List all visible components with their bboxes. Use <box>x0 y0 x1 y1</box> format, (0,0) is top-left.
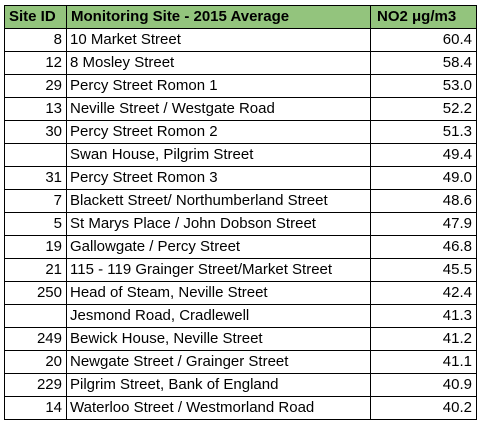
cell-no2-value[interactable]: 49.0 <box>370 166 477 190</box>
cell-site-id[interactable]: 8 <box>4 28 67 52</box>
cell-monitoring-site[interactable]: Percy Street Romon 2 <box>66 120 371 144</box>
column-header-site-id[interactable]: Site ID <box>4 5 67 29</box>
cell-no2-value[interactable]: 41.1 <box>370 350 477 374</box>
cell-monitoring-site[interactable]: Percy Street Romon 3 <box>66 166 371 190</box>
table-row: 7 Blackett Street/ Northumberland Street 4… <box>4 189 477 213</box>
cell-monitoring-site[interactable]: Swan House, Pilgrim Street <box>66 143 371 167</box>
cell-monitoring-site[interactable]: Pilgrim Street, Bank of England <box>66 373 371 397</box>
table-body: 8 10 Market Street 60.4 12 8 Mosley Street 58… <box>4 28 477 420</box>
cell-monitoring-site[interactable]: St Marys Place / John Dobson Street <box>66 212 371 236</box>
cell-no2-value[interactable]: 58.4 <box>370 51 477 75</box>
cell-no2-value[interactable]: 47.9 <box>370 212 477 236</box>
cell-no2-value[interactable]: 45.5 <box>370 258 477 282</box>
cell-site-id[interactable]: 20 <box>4 350 67 374</box>
cell-no2-value[interactable]: 40.2 <box>370 396 477 420</box>
cell-monitoring-site[interactable]: Bewick House, Neville Street <box>66 327 371 351</box>
cell-site-id[interactable]: 12 <box>4 51 67 75</box>
cell-site-id[interactable]: 14 <box>4 396 67 420</box>
table-row: 229 Pilgrim Street, Bank of England 40.9 <box>4 373 477 397</box>
cell-monitoring-site[interactable]: Head of Steam, Neville Street <box>66 281 371 305</box>
table-row: 21 115 - 119 Grainger Street/Market Stree… <box>4 258 477 282</box>
cell-monitoring-site[interactable]: 8 Mosley Street <box>66 51 371 75</box>
table-row: 250 Head of Steam, Neville Street 42.4 <box>4 281 477 305</box>
cell-no2-value[interactable]: 60.4 <box>370 28 477 52</box>
table-row: 13 Neville Street / Westgate Road 52.2 <box>4 97 477 121</box>
table-row: 14 Waterloo Street / Westmorland Road 40.2 <box>4 396 477 420</box>
table-row: 8 10 Market Street 60.4 <box>4 28 477 52</box>
cell-monitoring-site[interactable]: Waterloo Street / Westmorland Road <box>66 396 371 420</box>
cell-no2-value[interactable]: 42.4 <box>370 281 477 305</box>
cell-monitoring-site[interactable]: Newgate Street / Grainger Street <box>66 350 371 374</box>
no2-monitoring-table: Site ID Monitoring Site - 2015 Average N… <box>4 5 477 420</box>
table-row: 12 8 Mosley Street 58.4 <box>4 51 477 75</box>
column-header-no2[interactable]: NO2 μg/m3 <box>370 5 477 29</box>
cell-no2-value[interactable]: 53.0 <box>370 74 477 98</box>
header-row: Site ID Monitoring Site - 2015 Average N… <box>4 5 477 29</box>
table-row: 20 Newgate Street / Grainger Street 41.1 <box>4 350 477 374</box>
cell-no2-value[interactable]: 41.3 <box>370 304 477 328</box>
cell-no2-value[interactable]: 52.2 <box>370 97 477 121</box>
cell-monitoring-site[interactable]: Blackett Street/ Northumberland Street <box>66 189 371 213</box>
cell-no2-value[interactable]: 41.2 <box>370 327 477 351</box>
cell-monitoring-site[interactable]: Jesmond Road, Cradlewell <box>66 304 371 328</box>
cell-no2-value[interactable]: 48.6 <box>370 189 477 213</box>
column-header-monitoring-site[interactable]: Monitoring Site - 2015 Average <box>66 5 371 29</box>
table-row: 31 Percy Street Romon 3 49.0 <box>4 166 477 190</box>
cell-monitoring-site[interactable]: Percy Street Romon 1 <box>66 74 371 98</box>
cell-monitoring-site[interactable]: 115 - 119 Grainger Street/Market Street <box>66 258 371 282</box>
cell-monitoring-site[interactable]: 10 Market Street <box>66 28 371 52</box>
cell-site-id[interactable]: 19 <box>4 235 67 259</box>
table-row: 29 Percy Street Romon 1 53.0 <box>4 74 477 98</box>
table-row: 19 Gallowgate / Percy Street 46.8 <box>4 235 477 259</box>
cell-site-id[interactable]: 30 <box>4 120 67 144</box>
cell-site-id[interactable]: 250 <box>4 281 67 305</box>
cell-site-id[interactable] <box>4 143 67 167</box>
cell-site-id[interactable] <box>4 304 67 328</box>
table-row: 249 Bewick House, Neville Street 41.2 <box>4 327 477 351</box>
cell-monitoring-site[interactable]: Neville Street / Westgate Road <box>66 97 371 121</box>
table-row: 5 St Marys Place / John Dobson Street 47.9 <box>4 212 477 236</box>
table-row: Jesmond Road, Cradlewell 41.3 <box>4 304 477 328</box>
table-row: 30 Percy Street Romon 2 51.3 <box>4 120 477 144</box>
cell-no2-value[interactable]: 40.9 <box>370 373 477 397</box>
cell-site-id[interactable]: 31 <box>4 166 67 190</box>
table-header: Site ID Monitoring Site - 2015 Average N… <box>4 5 477 29</box>
cell-site-id[interactable]: 249 <box>4 327 67 351</box>
cell-site-id[interactable]: 21 <box>4 258 67 282</box>
cell-site-id[interactable]: 5 <box>4 212 67 236</box>
spreadsheet: Site ID Monitoring Site - 2015 Average N… <box>4 5 477 420</box>
table-row: Swan House, Pilgrim Street 49.4 <box>4 143 477 167</box>
cell-monitoring-site[interactable]: Gallowgate / Percy Street <box>66 235 371 259</box>
cell-no2-value[interactable]: 49.4 <box>370 143 477 167</box>
cell-no2-value[interactable]: 51.3 <box>370 120 477 144</box>
cell-site-id[interactable]: 229 <box>4 373 67 397</box>
cell-no2-value[interactable]: 46.8 <box>370 235 477 259</box>
cell-site-id[interactable]: 7 <box>4 189 67 213</box>
cell-site-id[interactable]: 13 <box>4 97 67 121</box>
cell-site-id[interactable]: 29 <box>4 74 67 98</box>
